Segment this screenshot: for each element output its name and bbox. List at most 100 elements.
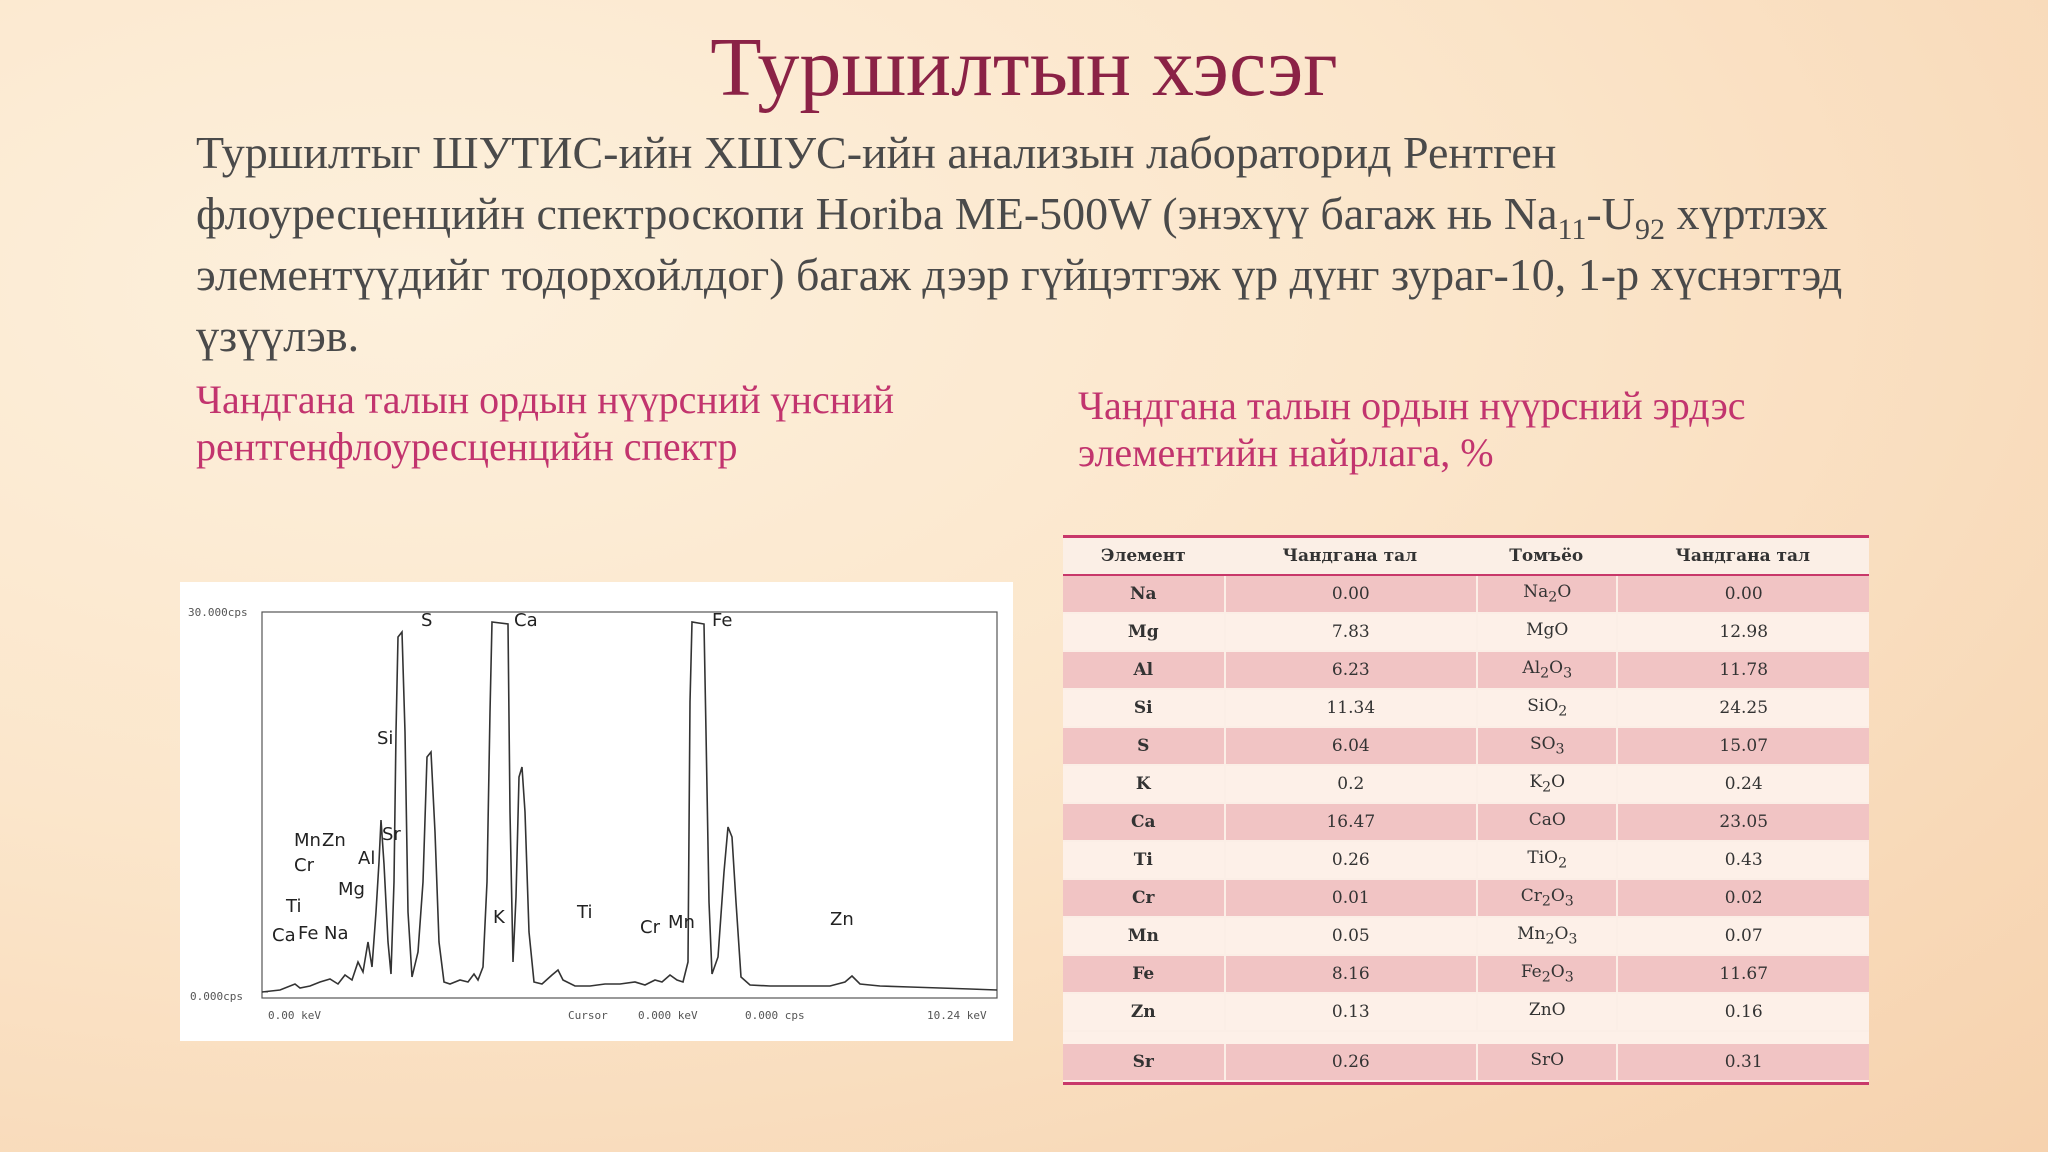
formula-sub-1: 2: [1541, 893, 1551, 910]
formula-sub-1: 2: [1540, 665, 1550, 682]
intro-sub-1: 11: [1557, 213, 1587, 246]
y-max-label: 30.000cps: [188, 606, 248, 619]
table-body: Na 0.00 Na2O 0.00 Mg 7.83 MgO 12.98 Al 6.23 Al2O3 1…: [1063, 576, 1869, 1082]
cursor-kev: 0.000 keV: [638, 1009, 698, 1022]
value-cell-2: 11.78: [1616, 652, 1869, 690]
value-cell-1: 0.2: [1223, 766, 1477, 804]
element-composition-table: Элемент Чандгана тал Томъёо Чандгана тал…: [1063, 535, 1869, 1085]
table-row: S 6.04 SO3 15.07: [1063, 728, 1869, 766]
formula-cell: ZnO: [1476, 994, 1617, 1032]
table-row: Fe 8.16 Fe2O3 11.67: [1063, 956, 1869, 994]
peak-label-mn: Mn: [294, 830, 321, 851]
element-cell: Fe: [1063, 956, 1224, 994]
formula-cell: Cr2O3: [1476, 880, 1617, 918]
formula-cell: Al2O3: [1476, 652, 1617, 690]
value-cell-2: 0.43: [1616, 842, 1869, 880]
intro-paragraph: Туршилтыг ШУТИС-ийн ХШУС-ийн анализын ла…: [196, 122, 1876, 366]
formula-part-2: O: [1551, 772, 1566, 793]
element-cell: S: [1063, 728, 1224, 766]
formula-cell: SO3: [1476, 728, 1617, 766]
peak-label-zn: Zn: [322, 830, 346, 851]
element-cell: K: [1063, 766, 1224, 804]
formula-sub-1: 2: [1548, 589, 1558, 606]
spacer-cell: [1063, 1032, 1869, 1044]
formula-part-2: O: [1550, 962, 1565, 983]
table-row: Cr 0.01 Cr2O3 0.02: [1063, 880, 1869, 918]
formula-part-1: SiO: [1527, 696, 1559, 717]
formula-cell: SrO: [1476, 1044, 1617, 1082]
value-cell-1: 6.23: [1223, 652, 1477, 690]
header-value-2: Чандгана тал: [1616, 538, 1869, 576]
value-cell-1: 0.00: [1223, 576, 1477, 614]
value-cell-1: 0.05: [1223, 918, 1477, 956]
value-cell-1: 11.34: [1223, 690, 1477, 728]
x-min-label: 0.00 keV: [268, 1009, 321, 1022]
intro-text-1: Туршилтыг ШУТИС-ийн ХШУС-ийн анализын ла…: [196, 127, 1558, 239]
table-row: Si 11.34 SiO2 24.25: [1063, 690, 1869, 728]
formula-part-1: Na: [1523, 582, 1549, 603]
formula-sub-1: 2: [1541, 969, 1551, 986]
value-cell-2: 0.00: [1616, 576, 1869, 614]
formula-part-1: Fe: [1520, 962, 1542, 983]
element-cell: Ca: [1063, 804, 1224, 842]
formula-part-1: MgO: [1526, 620, 1569, 641]
peak-label-sr: Sr: [382, 824, 401, 845]
table-caption: Чандгана талын ордын нүүрсний эрдэс элем…: [1078, 383, 1746, 475]
formula-part-1: SO: [1529, 734, 1556, 755]
formula-cell: SiO2: [1476, 690, 1617, 728]
element-cell: Ti: [1063, 842, 1224, 880]
table-row: K 0.2 K2O 0.24: [1063, 766, 1869, 804]
peak-labels: S Ca Fe Si Sr Al Mg Mn Zn Cr Ti Ca Fe Na…: [272, 610, 854, 946]
cursor-label: Cursor: [568, 1009, 608, 1022]
peak-label-cr: Cr: [294, 855, 315, 876]
formula-cell: TiO2: [1476, 842, 1617, 880]
peak-label-zn-2: Zn: [830, 909, 854, 930]
value-cell-2: 24.25: [1616, 690, 1869, 728]
formula-sub-1: 3: [1555, 741, 1565, 758]
spectrum-caption: Чандгана талын ордын нүүрсний үнсний рен…: [196, 377, 895, 469]
value-cell-1: 7.83: [1223, 614, 1477, 652]
formula-cell: MgO: [1476, 614, 1617, 652]
formula-part-1: CaO: [1528, 810, 1566, 831]
intro-sub-2: 92: [1634, 213, 1665, 246]
peak-label-fe-low: Fe: [298, 923, 318, 944]
header-element: Элемент: [1063, 538, 1224, 576]
header-formula: Томъёо: [1476, 538, 1617, 576]
value-cell-2: 0.24: [1616, 766, 1869, 804]
peak-label-ti: Ti: [285, 896, 301, 917]
table-spacer-row: [1063, 1032, 1869, 1044]
formula-sub-1: 2: [1558, 703, 1568, 720]
intro-text-3: хүртлэх элементүүдийг тодорхойлдог) бага…: [196, 188, 1843, 361]
peak-label-fe: Fe: [712, 610, 732, 631]
peak-label-ti-2: Ti: [576, 902, 592, 923]
value-cell-2: 0.16: [1616, 994, 1869, 1032]
formula-sub-2: 3: [1564, 893, 1574, 910]
formula-cell: Na2O: [1476, 576, 1617, 614]
formula-sub-2: 3: [1564, 969, 1574, 986]
value-cell-1: 0.26: [1223, 1044, 1477, 1082]
spectrum-frame: [261, 611, 998, 999]
element-cell: Na: [1063, 576, 1224, 614]
cursor-cps: 0.000 cps: [745, 1009, 805, 1022]
spectrum-trace: [261, 621, 998, 993]
element-cell: Si: [1063, 690, 1224, 728]
value-cell-2: 15.07: [1616, 728, 1869, 766]
element-cell: Sr: [1063, 1044, 1224, 1082]
formula-sub-1: 2: [1545, 931, 1555, 948]
formula-sub-1: 2: [1542, 779, 1552, 796]
value-cell-1: 6.04: [1223, 728, 1477, 766]
formula-part-2: O: [1557, 582, 1572, 603]
table-row: Sr 0.26 SrO 0.31: [1063, 1044, 1869, 1082]
table-header-row: Элемент Чандгана тал Томъёо Чандгана тал: [1063, 538, 1869, 576]
value-cell-2: 0.02: [1616, 880, 1869, 918]
formula-part-1: ZnO: [1528, 1000, 1566, 1021]
element-cell: Zn: [1063, 994, 1224, 1032]
value-cell-1: 0.13: [1223, 994, 1477, 1032]
formula-cell: CaO: [1476, 804, 1617, 842]
value-cell-1: 16.47: [1223, 804, 1477, 842]
table-row: Ca 16.47 CaO 23.05: [1063, 804, 1869, 842]
peak-label-ca-low: Ca: [272, 925, 296, 946]
value-cell-1: 0.01: [1223, 880, 1477, 918]
header-value-1: Чандгана тал: [1223, 538, 1477, 576]
formula-part-1: TiO: [1527, 848, 1559, 869]
